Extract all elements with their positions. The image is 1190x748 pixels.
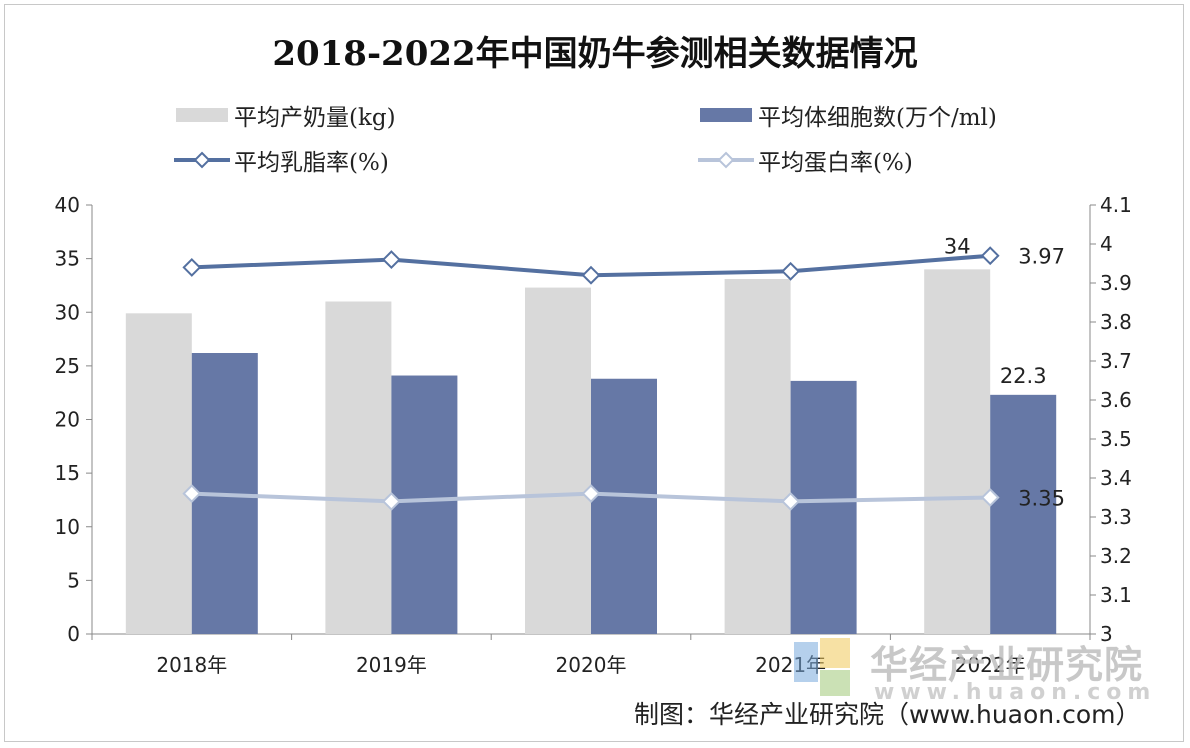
- legend-label-milk-yield: 平均产奶量(kg): [234, 105, 396, 131]
- x-tick-label: 2022年: [955, 653, 1026, 677]
- y-left-tick-label: 25: [55, 354, 80, 378]
- point-protein: [182, 484, 202, 504]
- watermark-url: www.huaon.com: [874, 680, 1157, 705]
- y-right-tick-label: 3.1: [1100, 583, 1132, 607]
- y-right-tick-label: 4.1: [1100, 193, 1132, 217]
- y-right-tick-label: 3.5: [1100, 427, 1132, 451]
- legend-item-milk-yield: 平均产奶量(kg): [176, 100, 396, 131]
- point-protein: [781, 491, 801, 511]
- chart-frame: [4, 4, 1184, 742]
- bar-milk-yield: [325, 301, 392, 634]
- data-label: 34: [944, 234, 971, 258]
- x-tick-label: 2020年: [556, 653, 627, 677]
- point-milk-fat: [581, 265, 601, 285]
- data-label: 3.97: [1018, 245, 1065, 269]
- bar-somatic-cell: [591, 378, 657, 634]
- point-milk-fat: [980, 246, 1000, 266]
- y-right-tick-label: 4: [1100, 232, 1113, 256]
- legend-line-protein: [698, 151, 754, 169]
- data-label: 22.3: [1000, 364, 1047, 388]
- bar-somatic-cell: [391, 375, 458, 634]
- y-right-tick-label: 3: [1100, 622, 1113, 646]
- bar-milk-yield: [724, 279, 791, 634]
- legend-swatch-somatic-cell: [700, 108, 752, 122]
- chart-title: 2018-2022年中国奶牛参测相关数据情况: [272, 34, 918, 74]
- y-right-tick-label: 3.2: [1100, 544, 1132, 568]
- y-right-tick-label: 3.6: [1100, 388, 1132, 412]
- data-label: 3.35: [1018, 487, 1065, 511]
- legend-item-milk-fat: 平均乳脂率(%): [174, 145, 389, 176]
- legend-item-somatic-cell: 平均体细胞数(万个/ml): [700, 100, 997, 131]
- y-right-tick-label: 3.9: [1100, 271, 1132, 295]
- legend-item-protein: 平均蛋白率(%): [698, 145, 913, 176]
- y-right-tick-label: 3.4: [1100, 466, 1132, 490]
- y-left-tick-label: 15: [55, 461, 80, 485]
- watermark: 华经产业研究院 www.huaon.com: [794, 632, 1174, 712]
- point-protein: [581, 484, 601, 504]
- bar-somatic-cell: [790, 380, 857, 634]
- point-milk-fat: [781, 261, 801, 281]
- y-left-tick-label: 30: [55, 300, 80, 324]
- point-milk-fat: [381, 250, 401, 270]
- y-left-tick-label: 5: [67, 568, 80, 592]
- point-milk-fat: [182, 257, 202, 277]
- source-note: 制图：华经产业研究院（www.huaon.com）: [634, 700, 1141, 729]
- legend-label-somatic-cell: 平均体细胞数(万个/ml): [758, 105, 997, 131]
- y-right-tick-label: 3.7: [1100, 349, 1132, 373]
- point-protein: [980, 488, 1000, 507]
- bar-milk-yield: [924, 269, 991, 634]
- x-tick-label: 2019年: [356, 653, 427, 677]
- y-left-tick-label: 20: [55, 408, 80, 432]
- legend-label-milk-fat: 平均乳脂率(%): [234, 150, 389, 176]
- watermark-name: 华经产业研究院: [870, 643, 1144, 687]
- legend-label-protein: 平均蛋白率(%): [758, 150, 913, 176]
- x-tick-label: 2018年: [156, 653, 227, 677]
- legend-swatch-milk-yield: [176, 108, 228, 122]
- bar-milk-yield: [525, 287, 591, 634]
- y-right-tick-label: 3.8: [1100, 310, 1132, 334]
- bar-somatic-cell: [990, 394, 1057, 634]
- y-left-tick-label: 10: [55, 515, 80, 539]
- bar-milk-yield: [125, 313, 192, 634]
- y-left-tick-label: 0: [67, 622, 80, 646]
- legend-line-milk-fat: [174, 151, 230, 169]
- y-left-tick-label: 40: [55, 193, 80, 217]
- point-protein: [381, 491, 401, 511]
- y-right-tick-label: 3.3: [1100, 505, 1132, 529]
- watermark-logo-icon: [794, 638, 850, 696]
- y-left-tick-label: 35: [55, 247, 80, 271]
